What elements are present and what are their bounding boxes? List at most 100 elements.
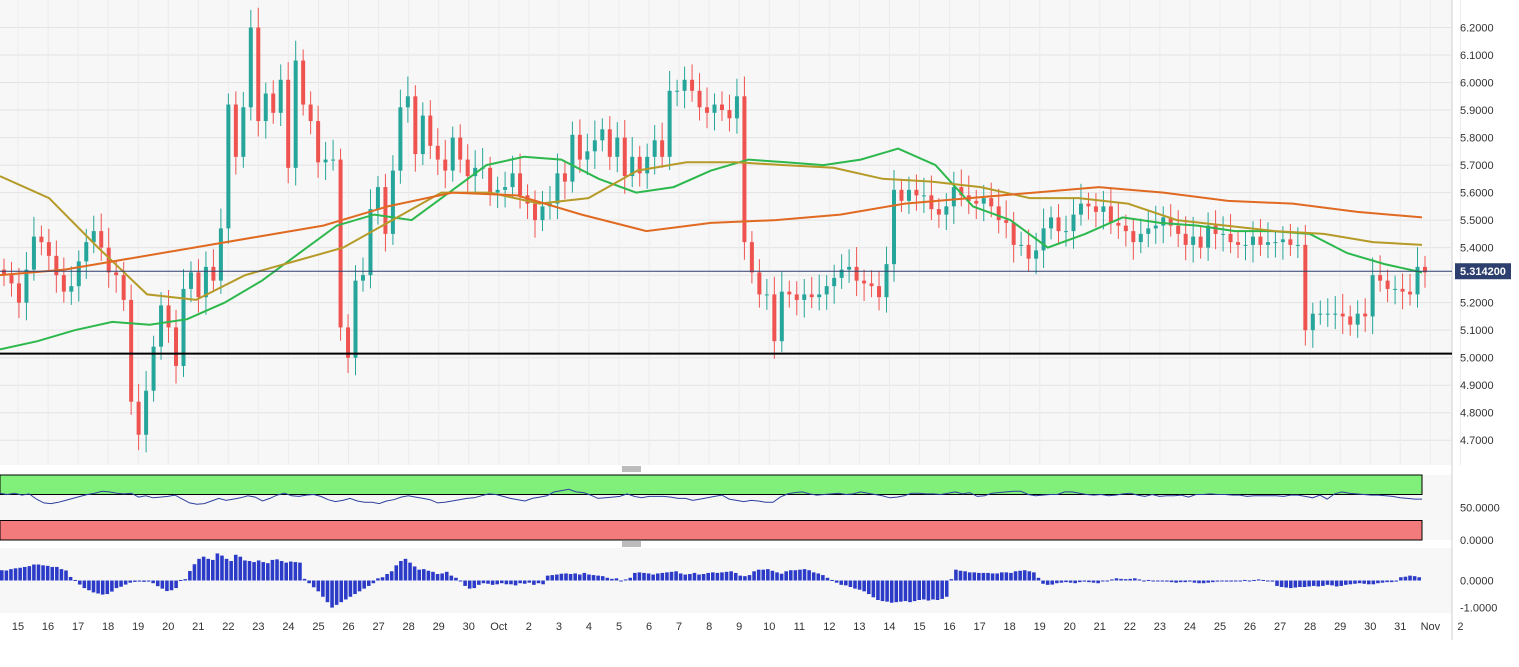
candle <box>286 79 291 168</box>
histogram-bar <box>188 571 192 581</box>
time-tick-label: 22 <box>1124 621 1136 633</box>
candle <box>809 294 814 298</box>
candle <box>906 189 911 201</box>
histogram-bar <box>724 571 729 581</box>
histogram-bar <box>802 569 807 581</box>
histogram-bar <box>151 580 155 584</box>
histogram-bar <box>1412 576 1417 581</box>
histogram-bar <box>981 572 986 581</box>
candle <box>1198 236 1203 248</box>
histogram-bar <box>252 562 256 581</box>
histogram-bar <box>110 580 114 592</box>
histogram-bar <box>518 580 522 584</box>
histogram-bar <box>591 575 596 581</box>
candle <box>263 93 268 122</box>
histogram-bar <box>926 580 931 601</box>
candle <box>1280 239 1285 243</box>
candle <box>278 79 283 113</box>
histogram-tick-label: -1.0000 <box>1460 603 1497 615</box>
candle <box>31 236 36 270</box>
histogram-bar <box>1197 580 1201 584</box>
histogram-bar <box>435 574 440 581</box>
histogram-bar <box>339 580 344 603</box>
candle <box>46 242 51 256</box>
candle <box>540 206 545 221</box>
time-tick-label: 19 <box>132 621 144 633</box>
histogram-bar <box>967 572 972 581</box>
histogram-bar <box>87 580 91 591</box>
histogram-bar <box>1045 580 1050 585</box>
histogram-bar <box>1376 580 1380 584</box>
histogram-bar <box>1201 580 1206 584</box>
candle <box>1385 280 1390 289</box>
histogram-bar <box>1380 580 1385 583</box>
histogram-bar <box>761 569 766 581</box>
candle <box>1078 203 1083 215</box>
candle <box>76 261 81 287</box>
oscillator-line <box>0 488 1422 505</box>
price-tick-label: 4.9000 <box>1460 380 1494 392</box>
candle <box>899 189 904 201</box>
candle <box>293 60 298 168</box>
histogram-bar <box>1279 580 1284 587</box>
histogram-bar <box>133 580 137 582</box>
histogram-bar <box>1142 580 1146 582</box>
candle <box>1370 275 1375 317</box>
candle <box>181 288 186 366</box>
histogram-bar <box>628 577 633 581</box>
candle <box>1138 233 1143 243</box>
candle <box>473 167 478 177</box>
histogram-bar <box>380 577 385 581</box>
candle <box>84 242 89 262</box>
histogram-bar <box>1004 572 1009 581</box>
time-tick-label: 26 <box>1244 621 1256 633</box>
histogram-bar <box>229 561 233 581</box>
histogram-bar <box>816 573 821 581</box>
histogram-bar <box>22 566 27 581</box>
histogram-bar <box>1192 580 1197 583</box>
histogram-bar <box>64 570 68 581</box>
candle <box>196 272 201 298</box>
histogram-bar <box>972 572 977 581</box>
histogram-bar <box>32 564 36 581</box>
candle <box>1228 233 1233 243</box>
histogram-bar <box>357 580 362 592</box>
candle <box>712 104 717 113</box>
histogram-bar <box>729 571 733 581</box>
candle <box>91 231 96 243</box>
time-tick-label: 17 <box>973 621 985 633</box>
histogram-bar <box>440 573 444 581</box>
histogram-bar <box>912 580 917 602</box>
histogram-bar <box>866 580 871 595</box>
candle <box>981 198 986 204</box>
histogram-bar <box>908 580 912 603</box>
candle <box>495 189 500 193</box>
candle <box>450 137 455 171</box>
histogram-bar <box>954 569 958 581</box>
histogram-bar <box>238 556 243 581</box>
candle <box>1056 217 1061 232</box>
histogram-bar <box>1133 578 1137 581</box>
candle <box>1393 288 1398 290</box>
histogram-bar <box>674 571 678 581</box>
time-tick-label: Oct <box>490 621 507 633</box>
candle <box>316 121 321 163</box>
histogram-bar <box>330 580 334 608</box>
candle <box>533 203 538 221</box>
candle <box>24 269 29 303</box>
histogram-bar <box>917 580 922 600</box>
oscillator-tick-label: 0.0000 <box>1460 535 1494 547</box>
histogram-bar <box>1110 579 1114 581</box>
histogram-bar <box>128 580 133 583</box>
time-tick-label: 25 <box>1214 621 1226 633</box>
histogram-bar <box>1238 580 1243 582</box>
candle <box>742 96 747 243</box>
candle <box>562 173 567 182</box>
time-tick-label: 6 <box>646 621 652 633</box>
candle <box>114 272 119 276</box>
histogram-bar <box>669 571 674 581</box>
histogram-bar <box>1018 570 1022 581</box>
candle <box>974 200 979 204</box>
histogram-bar <box>220 555 224 581</box>
candle <box>488 167 493 193</box>
